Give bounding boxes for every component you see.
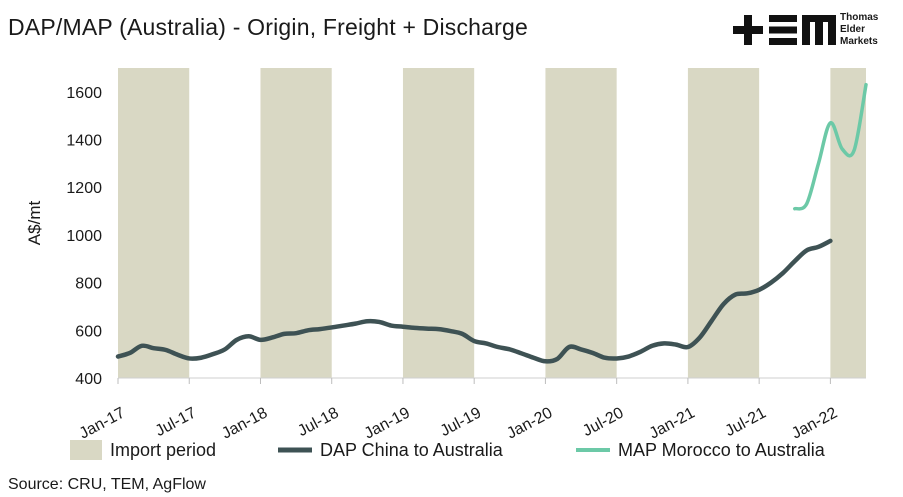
y-tick-label: 600: [75, 323, 102, 340]
y-tick-label: 800: [75, 276, 102, 293]
x-tick-label: Jan-22: [789, 404, 840, 442]
chart-title: DAP/MAP (Australia) - Origin, Freight + …: [8, 14, 529, 40]
brand-logo: [733, 10, 893, 58]
y-tick-label: 1400: [66, 133, 102, 150]
import-period-band: [545, 68, 617, 378]
x-tick-label: Jul-21: [723, 404, 770, 440]
legend-label-import-period: Import period: [110, 440, 216, 460]
x-tick-label: Jan-20: [504, 404, 555, 442]
y-tick-label: 1000: [66, 228, 102, 245]
y-tick-label: 1200: [66, 180, 102, 197]
brand-name-line: Elder: [840, 24, 866, 35]
x-tick-label: Jan-21: [647, 404, 698, 442]
source-note: Source: CRU, TEM, AgFlow: [8, 476, 206, 493]
brand-name: Thomas Elder Markets: [840, 12, 900, 48]
import-period-band: [260, 68, 332, 378]
tem-logo-mark: [733, 15, 836, 45]
series-line-map-morocco: [793, 82, 868, 211]
y-axis-label: A$/mt: [25, 201, 44, 246]
series-line-dap-china: [115, 238, 833, 364]
x-tick-label: Jul-18: [295, 404, 342, 440]
import-period-band: [402, 68, 475, 378]
legend-label-map: MAP Morocco to Australia: [618, 440, 826, 460]
x-tick-label: Jan-19: [362, 404, 413, 442]
x-tick-label: Jul-19: [438, 404, 485, 440]
x-tick-label: Jul-17: [153, 404, 200, 440]
import-period-band: [118, 68, 190, 378]
x-tick-label: Jul-20: [580, 404, 627, 440]
y-tick-label: 400: [75, 371, 102, 388]
brand-name-line: Markets: [840, 36, 878, 47]
brand-name-line: Thomas: [840, 12, 879, 23]
x-tick-label: Jan-18: [219, 404, 270, 442]
x-tick-label: Jan-17: [77, 404, 128, 442]
legend-swatch-import-period: [70, 440, 102, 460]
y-tick-label: 1600: [66, 85, 102, 102]
legend-label-dap: DAP China to Australia: [320, 440, 504, 460]
import-period-band: [687, 68, 760, 378]
